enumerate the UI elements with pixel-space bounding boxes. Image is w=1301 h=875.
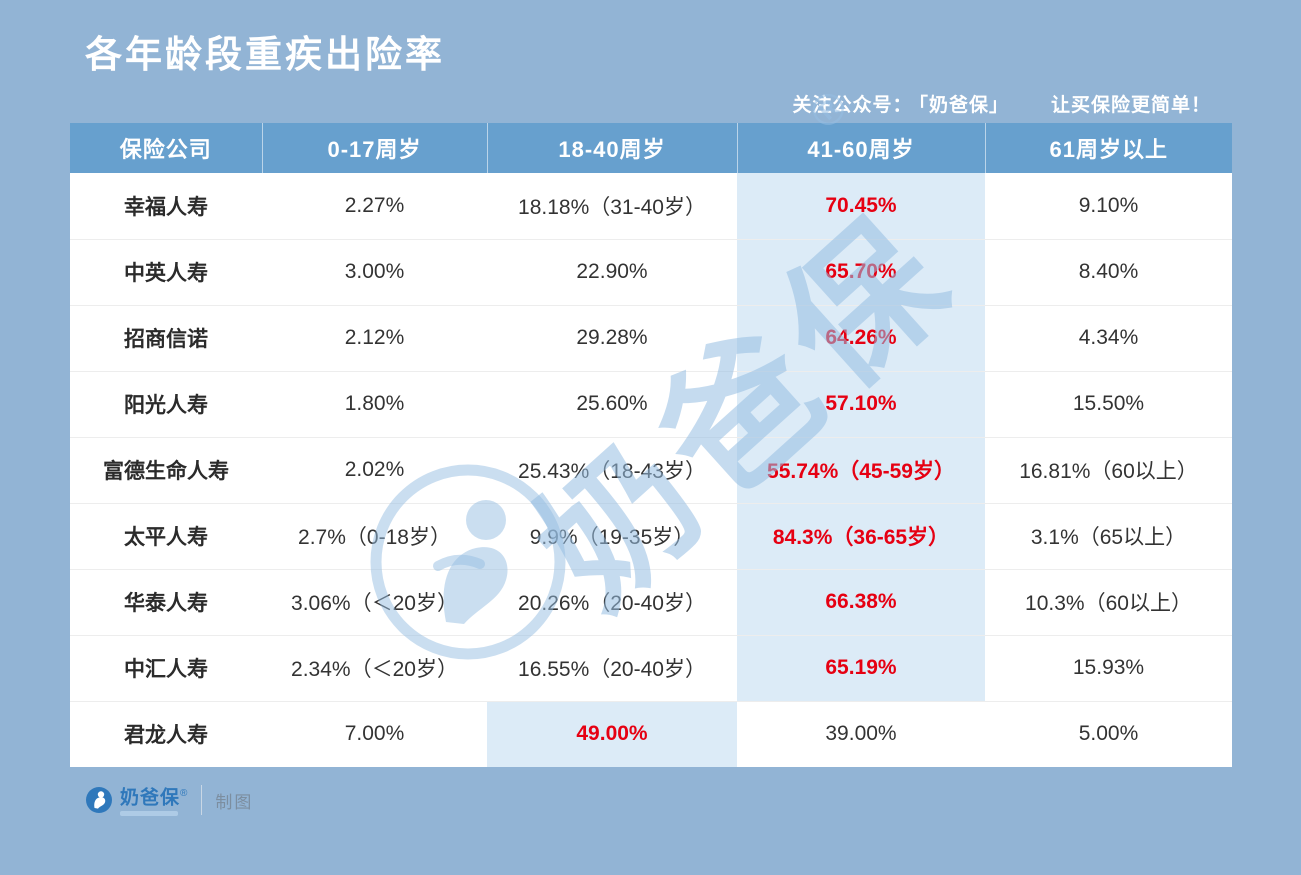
rate-cell: 16.81%（60以上） — [985, 437, 1232, 504]
rate-cell: 16.55%（20-40岁） — [487, 635, 737, 702]
company-cell: 中英人寿 — [70, 239, 262, 306]
rate-cell: 84.3%（36-65岁） — [737, 503, 985, 570]
table-row: 幸福人寿 2.27% 18.18%（31-40岁） 70.45% 9.10% — [70, 173, 1232, 240]
rate-cell: 57.10% — [737, 371, 985, 438]
rate-cell: 70.45% — [737, 173, 985, 240]
table-row: 华泰人寿 3.06%（＜20岁） 20.26%（20-40岁） 66.38% 10.3%… — [70, 569, 1232, 636]
claim-rate-table-wrap: 保险公司 0-17周岁 18-40周岁 41-60周岁 61周岁以上 幸福人寿 2.27%… — [70, 123, 1232, 767]
rate-cell: 3.06%（＜20岁） — [262, 569, 487, 636]
company-cell: 华泰人寿 — [70, 569, 262, 636]
rate-cell: 15.93% — [985, 635, 1232, 702]
company-cell: 太平人寿 — [70, 503, 262, 570]
rate-cell: 4.34% — [985, 305, 1232, 372]
table-row: 君龙人寿 7.00% 49.00% 39.00% 5.00% — [70, 701, 1232, 767]
footer-brand-icon — [86, 787, 112, 813]
column-header-4: 61周岁以上 — [984, 123, 1232, 173]
rate-cell: 39.00% — [737, 701, 985, 767]
footer-reg-mark: ® — [180, 787, 189, 799]
company-cell: 中汇人寿 — [70, 635, 262, 702]
table-row: 中汇人寿 2.34%（＜20岁） 16.55%（20-40岁） 65.19% 15.93… — [70, 635, 1232, 702]
rate-cell: 5.00% — [985, 701, 1232, 767]
rate-cell: 66.38% — [737, 569, 985, 636]
rate-cell: 64.26% — [737, 305, 985, 372]
table-row: 阳光人寿 1.80% 25.60% 57.10% 15.50% — [70, 371, 1232, 438]
rate-cell: 2.34%（＜20岁） — [262, 635, 487, 702]
rate-cell: 15.50% — [985, 371, 1232, 438]
rate-cell: 3.00% — [262, 239, 487, 306]
rate-cell: 25.43%（18-43岁） — [487, 437, 737, 504]
promo-prefix: 关注公众号： — [792, 95, 913, 116]
company-cell: 君龙人寿 — [70, 701, 262, 767]
rate-cell: 7.00% — [262, 701, 487, 767]
table-row: 中英人寿 3.00% 22.90% 65.70% 8.40% — [70, 239, 1232, 306]
rate-cell: 1.80% — [262, 371, 487, 438]
rate-cell: 65.19% — [737, 635, 985, 702]
company-cell: 招商信诺 — [70, 305, 262, 372]
rate-cell: 9.10% — [985, 173, 1232, 240]
rate-cell: 25.60% — [487, 371, 737, 438]
rate-cell: 2.12% — [262, 305, 487, 372]
footer-divider — [201, 785, 203, 815]
promo-brand: 「奶爸保」 — [918, 95, 1009, 116]
table-row: 招商信诺 2.12% 29.28% 64.26% 4.34% — [70, 305, 1232, 372]
column-header-1: 0-17周岁 — [261, 123, 487, 173]
rate-cell: 2.02% — [262, 437, 487, 504]
rate-cell: 55.74%（45-59岁） — [737, 437, 985, 504]
footer-made-by-label: 制图 — [215, 792, 254, 812]
rate-cell: 2.7%（0-18岁） — [262, 503, 487, 570]
column-header-3: 41-60周岁 — [736, 123, 985, 173]
rate-cell: 10.3%（60以上） — [985, 569, 1232, 636]
page-title: 各年龄段重疾出险率 — [85, 34, 445, 75]
rate-cell: 29.28% — [487, 305, 737, 372]
rate-cell: 65.70% — [737, 239, 985, 306]
rate-cell: 8.40% — [985, 239, 1232, 306]
table-row: 太平人寿 2.7%（0-18岁） 9.9%（19-35岁） 84.3%（36-65岁）… — [70, 503, 1232, 570]
rate-cell: 2.27% — [262, 173, 487, 240]
rate-cell: 3.1%（65以上） — [985, 503, 1232, 570]
column-header-0: 保险公司 — [70, 123, 262, 173]
rate-cell: 18.18%（31-40岁） — [487, 173, 737, 240]
company-cell: 富德生命人寿 — [70, 437, 262, 504]
claim-rate-table: 保险公司 0-17周岁 18-40周岁 41-60周岁 61周岁以上 幸福人寿 2.27%… — [70, 123, 1232, 767]
column-header-2: 18-40周岁 — [486, 123, 737, 173]
promo-suffix: 让买保险更简单！ — [1050, 95, 1211, 116]
footer-brand-lockup: 奶爸保® — [120, 784, 189, 817]
footer-brand-name: 奶爸保® — [120, 787, 189, 809]
footer: 奶爸保® 制图 — [85, 780, 253, 820]
promo-line: 关注公众号： 「奶爸保」 让买保险更简单！ — [792, 90, 1211, 117]
table-body: 幸福人寿 2.27% 18.18%（31-40岁） 70.45% 9.10% 中英人寿 3.… — [70, 173, 1232, 767]
rate-cell: 20.26%（20-40岁） — [487, 569, 737, 636]
company-cell: 阳光人寿 — [70, 371, 262, 438]
footer-brand-tagline-bar — [120, 811, 178, 817]
company-cell: 幸福人寿 — [70, 173, 262, 240]
table-header-row: 保险公司 0-17周岁 18-40周岁 41-60周岁 61周岁以上 — [70, 123, 1232, 173]
table-row: 富德生命人寿 2.02% 25.43%（18-43岁） 55.74%（45-59岁） 1… — [70, 437, 1232, 504]
rate-cell: 22.90% — [487, 239, 737, 306]
rate-cell: 9.9%（19-35岁） — [487, 503, 737, 570]
rate-cell: 49.00% — [487, 701, 737, 767]
